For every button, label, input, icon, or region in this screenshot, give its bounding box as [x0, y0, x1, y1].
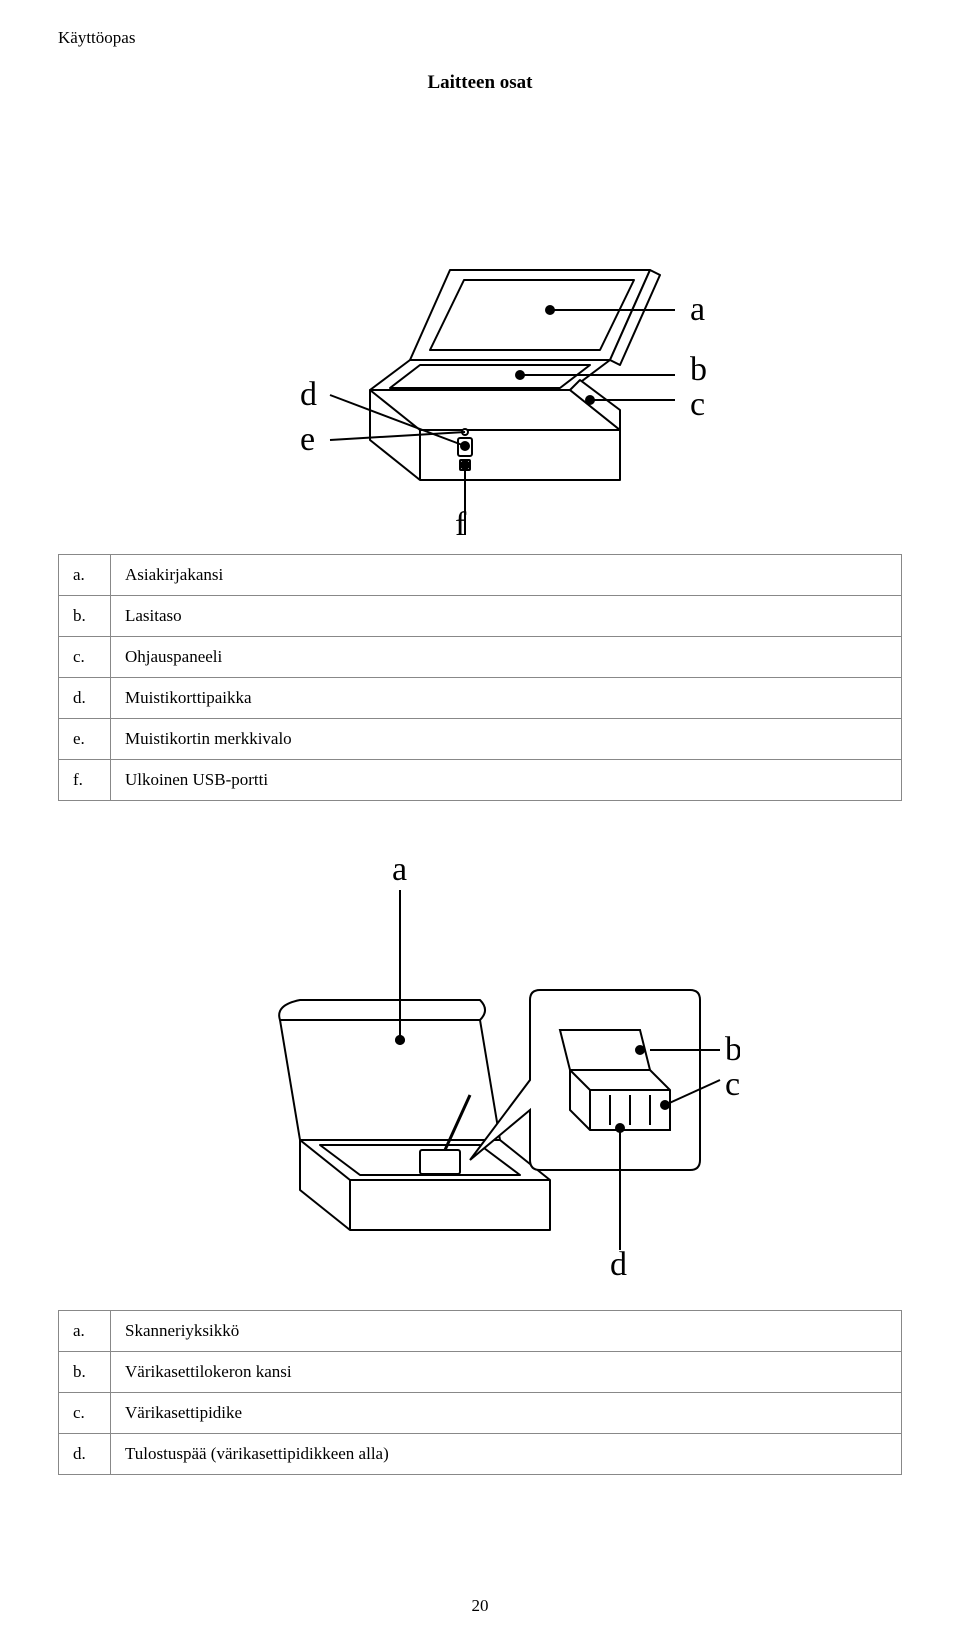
table-row: c.Ohjauspaneeli — [59, 637, 902, 678]
figure-2: a b c d — [220, 850, 740, 1280]
cell-value: Ulkoinen USB-portti — [111, 760, 902, 801]
table-row: a.Skanneriyksikkö — [59, 1311, 902, 1352]
table-row: e.Muistikortin merkkivalo — [59, 719, 902, 760]
cell-value: Värikasettipidike — [111, 1393, 902, 1434]
fig2-label-d: d — [610, 1246, 627, 1280]
table-row: d.Muistikorttipaikka — [59, 678, 902, 719]
cell-value: Muistikorttipaikka — [111, 678, 902, 719]
cell-value: Skanneriyksikkö — [111, 1311, 902, 1352]
cell-key: d. — [59, 1434, 111, 1475]
cell-key: f. — [59, 760, 111, 801]
fig2-label-b: b — [725, 1031, 740, 1068]
table-row: b.Lasitaso — [59, 596, 902, 637]
fig1-label-d: d — [300, 376, 317, 413]
cell-value: Tulostuspää (värikasettipidikkeen alla) — [111, 1434, 902, 1475]
table-row: f.Ulkoinen USB-portti — [59, 760, 902, 801]
cell-key: a. — [59, 1311, 111, 1352]
cell-key: c. — [59, 637, 111, 678]
table-row: c.Värikasettipidike — [59, 1393, 902, 1434]
parts-table-2: a.Skanneriyksikkö b.Värikasettilokeron k… — [58, 1310, 902, 1475]
cell-value: Muistikortin merkkivalo — [111, 719, 902, 760]
cell-key: e. — [59, 719, 111, 760]
cell-key: c. — [59, 1393, 111, 1434]
table-row: a.Asiakirjakansi — [59, 555, 902, 596]
cell-key: d. — [59, 678, 111, 719]
table-row: b.Värikasettilokeron kansi — [59, 1352, 902, 1393]
header-center: Laitteen osat — [0, 72, 960, 94]
cell-key: a. — [59, 555, 111, 596]
parts-table-1: a.Asiakirjakansi b.Lasitaso c.Ohjauspane… — [58, 554, 902, 801]
page-number: 20 — [0, 1596, 960, 1616]
fig1-label-f: f — [455, 506, 467, 540]
figure-1: a b c d e f — [220, 140, 740, 540]
cell-value: Asiakirjakansi — [111, 555, 902, 596]
table-row: d.Tulostuspää (värikasettipidikkeen alla… — [59, 1434, 902, 1475]
header-left: Käyttöopas — [58, 28, 135, 48]
fig2-label-a: a — [392, 851, 407, 888]
cell-key: b. — [59, 1352, 111, 1393]
cell-value: Ohjauspaneeli — [111, 637, 902, 678]
fig1-label-b: b — [690, 351, 707, 388]
fig2-label-c: c — [725, 1066, 740, 1103]
fig1-label-c: c — [690, 386, 705, 423]
fig1-label-a: a — [690, 291, 705, 328]
cell-key: b. — [59, 596, 111, 637]
cell-value: Värikasettilokeron kansi — [111, 1352, 902, 1393]
cell-value: Lasitaso — [111, 596, 902, 637]
fig1-label-e: e — [300, 421, 315, 458]
